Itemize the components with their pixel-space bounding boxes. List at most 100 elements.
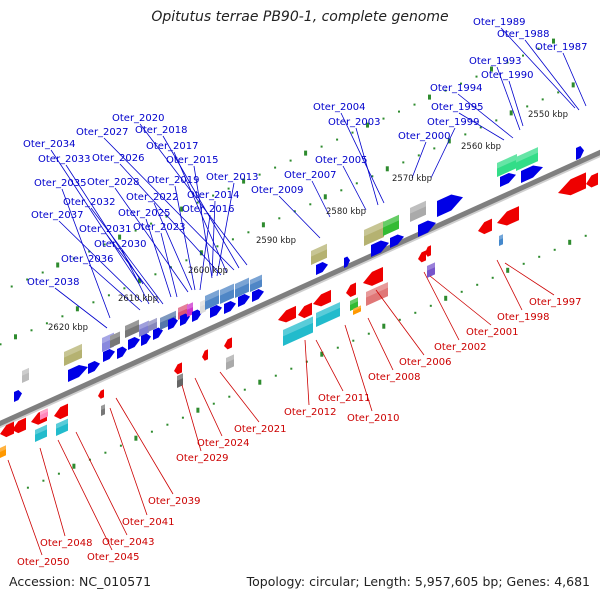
- label-leader: [106, 234, 160, 304]
- label-leader: [58, 220, 143, 303]
- label-leader: [500, 27, 576, 109]
- forward-gene-label: Oter_2003: [328, 117, 381, 128]
- reverse-gene-arrow: [298, 302, 312, 319]
- forward-gene-block: [205, 289, 219, 310]
- tick-mark: [552, 38, 555, 44]
- tick-mark: [340, 189, 343, 192]
- forward-gene-arrow: [252, 289, 264, 302]
- label-leader: [504, 262, 555, 296]
- label-leader: [411, 141, 427, 179]
- forward-gene-label: Oter_2020: [112, 113, 165, 124]
- label-leader: [90, 207, 164, 305]
- tick-marks: [0, 38, 587, 489]
- tick-mark: [72, 463, 76, 469]
- scale-label: 2610 kbp: [118, 294, 158, 304]
- tick-mark: [88, 250, 91, 253]
- label-leader: [57, 439, 113, 551]
- tick-mark: [584, 234, 587, 237]
- forward-gene-label: Oter_2037: [31, 210, 84, 221]
- tick-mark: [26, 486, 29, 489]
- tick-mark: [231, 238, 234, 241]
- reverse-gene-block: [226, 354, 234, 370]
- tick-mark: [557, 91, 560, 94]
- tick-mark: [444, 295, 448, 301]
- tick-mark: [553, 248, 556, 251]
- scale-label: 2620 kbp: [48, 323, 88, 333]
- tick-mark: [119, 444, 122, 447]
- label-leader: [160, 232, 178, 298]
- scale-label: 2600 kbp: [188, 266, 228, 276]
- tick-mark: [352, 339, 355, 342]
- label-leader: [139, 123, 248, 266]
- tick-mark: [242, 178, 246, 184]
- label-leader: [145, 218, 172, 298]
- tick-mark: [414, 311, 417, 314]
- forward-gene-block: [187, 302, 193, 317]
- tick-mark: [336, 346, 339, 349]
- tick-mark: [14, 334, 17, 340]
- forward-gene-arrow: [500, 173, 516, 187]
- tick-mark: [118, 234, 122, 240]
- forward-gene-label: Oter_2028: [87, 177, 140, 188]
- forward-gene-block: [235, 277, 249, 298]
- reverse-gene-block: [283, 316, 313, 346]
- reverse-gene-label: Oter_2001: [466, 327, 519, 338]
- forward-gene-arrow: [344, 256, 350, 268]
- forward-gene-label: Oter_2005: [315, 155, 368, 166]
- reverse-gene-block: [40, 408, 48, 420]
- tick-mark: [26, 278, 29, 281]
- tick-mark: [274, 374, 277, 377]
- tick-mark: [417, 154, 420, 157]
- tick-mark: [212, 402, 215, 405]
- tick-mark: [571, 82, 575, 88]
- tick-mark: [385, 166, 389, 172]
- label-leader: [216, 182, 235, 277]
- tick-mark: [351, 131, 354, 134]
- tick-mark: [123, 287, 126, 290]
- label-leader: [199, 214, 211, 291]
- tick-mark: [447, 138, 451, 144]
- label-leader: [315, 339, 344, 392]
- reverse-gene-label: Oter_1997: [529, 297, 582, 308]
- tick-mark: [522, 54, 524, 57]
- label-leader: [109, 407, 148, 516]
- reverse-gene-arrow: [425, 245, 431, 257]
- tick-mark: [537, 47, 540, 50]
- forward-gene-label: Oter_2018: [135, 125, 188, 136]
- forward-gene-label: Oter_2015: [166, 155, 219, 166]
- tick-mark: [196, 201, 199, 204]
- label-leader: [429, 275, 492, 326]
- forward-gene-label: Oter_2034: [23, 139, 76, 150]
- tick-mark: [382, 117, 385, 120]
- reverse-gene-label: Oter_2045: [87, 552, 140, 563]
- tick-mark: [444, 89, 447, 92]
- forward-gene-arrow: [390, 234, 404, 248]
- accession-text: Accession: NC_010571: [9, 574, 152, 589]
- tick-mark: [278, 217, 281, 220]
- tick-mark: [460, 290, 463, 293]
- tick-mark: [75, 306, 79, 312]
- tick-mark: [41, 271, 44, 274]
- tick-mark: [261, 222, 265, 228]
- forward-gene-label: Oter_2038: [27, 277, 80, 288]
- forward-gene-label: Oter_2025: [118, 208, 171, 219]
- forward-gene-label: Oter_2014: [187, 190, 240, 201]
- reverse-gene-label: Oter_2024: [197, 438, 250, 449]
- tick-mark: [199, 250, 203, 256]
- forward-gene-arrow: [103, 349, 115, 362]
- forward-gene-label: Oter_2027: [76, 127, 129, 138]
- label-leader: [65, 164, 144, 285]
- tick-mark: [92, 301, 95, 304]
- label-leader: [54, 287, 108, 329]
- tick-mark: [568, 239, 572, 245]
- reverse-gene-arrow: [12, 417, 26, 434]
- tick-mark: [10, 285, 13, 288]
- tick-mark: [429, 304, 432, 307]
- forward-gene-arrow: [153, 327, 163, 340]
- label-leader: [39, 447, 66, 537]
- forward-gene-arrow: [238, 294, 250, 307]
- label-leader: [194, 377, 223, 437]
- label-leader: [114, 187, 189, 293]
- reverse-gene-label: Oter_2050: [17, 557, 70, 568]
- label-leader: [61, 188, 111, 319]
